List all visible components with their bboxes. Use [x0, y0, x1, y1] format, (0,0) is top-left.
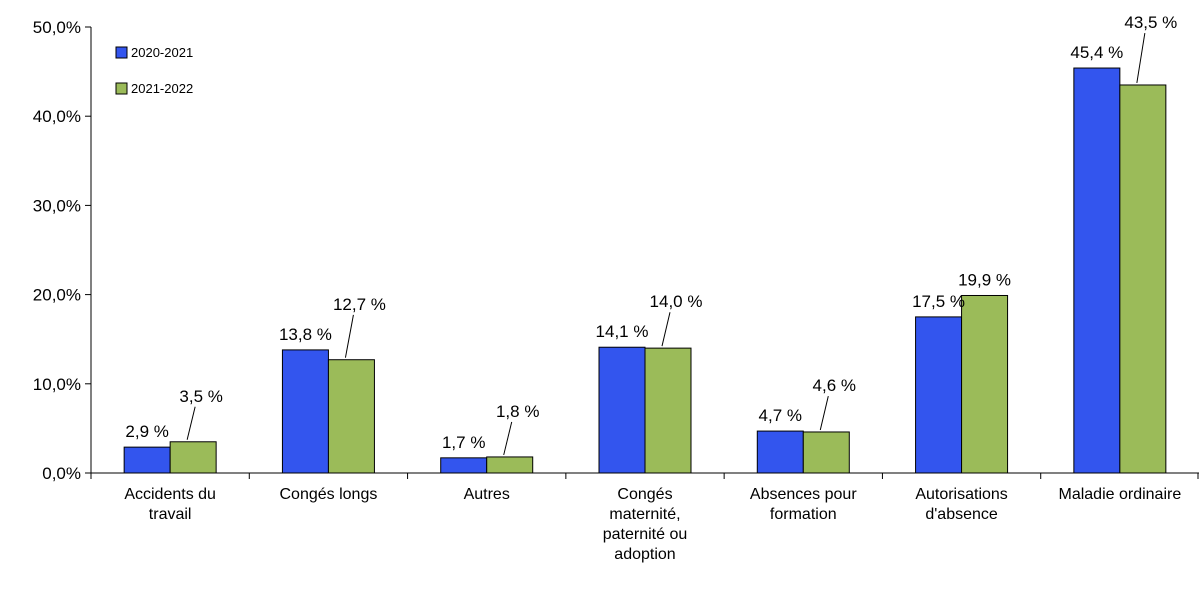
data-label-leader — [1136, 32, 1146, 84]
bar-2020-2021-6 — [1073, 67, 1121, 474]
x-category-label: Autres — [464, 486, 510, 503]
bar-2021-2022-4 — [802, 431, 850, 474]
y-tick-label: 10,0% — [33, 375, 81, 394]
data-label-leader — [819, 395, 829, 431]
legend-swatch-2020-2021 — [115, 46, 128, 59]
x-category-label: formation — [770, 506, 837, 523]
bar-2021-2022-2 — [486, 456, 534, 474]
bar-2020-2021-0 — [123, 446, 171, 474]
x-category-label: Congés — [617, 486, 672, 503]
data-label-2021-2022-1: 12,7 % — [333, 295, 386, 314]
x-category-label: Congés longs — [280, 486, 378, 503]
data-label-leader — [344, 314, 354, 358]
bar-2021-2022-5 — [961, 294, 1009, 474]
bar-2021-2022-6 — [1119, 84, 1167, 474]
x-category-label: Autorisations — [915, 486, 1008, 503]
legend-swatch-2021-2022 — [115, 82, 128, 95]
y-tick-label: 50,0% — [33, 18, 81, 37]
x-category-label: Maladie ordinaire — [1058, 486, 1181, 503]
data-label-leader — [503, 421, 513, 456]
data-label-leader — [661, 312, 671, 347]
bar-2021-2022-0 — [169, 441, 217, 474]
bars — [123, 67, 1167, 474]
bar-2021-2022-1 — [327, 359, 375, 474]
legend-label-2021-2022: 2021-2022 — [131, 81, 193, 96]
legend: 2020-2021 2021-2022 — [115, 45, 193, 96]
x-category-label: Accidents du — [124, 486, 216, 503]
x-category-label: d'absence — [925, 506, 998, 523]
data-label-2020-2021-5: 17,5 % — [912, 292, 965, 311]
data-label-2020-2021-4: 4,7 % — [759, 406, 802, 425]
data-label-2021-2022-5: 19,9 % — [958, 270, 1011, 289]
data-label-2020-2021-1: 13,8 % — [279, 325, 332, 344]
legend-label-2020-2021: 2020-2021 — [131, 45, 193, 60]
y-tick-label: 20,0% — [33, 286, 81, 305]
bar-2020-2021-1 — [281, 349, 329, 474]
bar-2020-2021-2 — [440, 457, 488, 474]
bar-2020-2021-5 — [915, 316, 963, 474]
data-labels: 2,9 % 3,5 % 13,8 %12,7 % 1,7 % 1,8 % 14,1 %14… — [125, 13, 1177, 456]
data-label-2020-2021-2: 1,7 % — [442, 433, 485, 452]
x-category-label: Absences pour — [750, 486, 857, 503]
y-tick-label: 40,0% — [33, 107, 81, 126]
data-label-2020-2021-6: 45,4 % — [1070, 43, 1123, 62]
x-axis-labels: Accidents du travail Congés longs Autres Con… — [124, 486, 1181, 563]
y-tick-label: 0,0% — [42, 464, 81, 483]
data-label-2021-2022-3: 14,0 % — [650, 292, 703, 311]
bar-2020-2021-4 — [756, 430, 804, 474]
y-tick-label: 30,0% — [33, 196, 81, 215]
bar-2021-2022-3 — [644, 347, 692, 474]
bar-2020-2021-3 — [598, 346, 646, 474]
data-label-2021-2022-6: 43,5 % — [1124, 13, 1177, 32]
data-label-2020-2021-3: 14,1 % — [596, 322, 649, 341]
data-label-2021-2022-0: 3,5 % — [179, 387, 222, 406]
x-category-label: adoption — [614, 546, 675, 563]
data-label-2020-2021-0: 2,9 % — [125, 422, 168, 441]
x-category-label: travail — [149, 506, 192, 523]
x-category-label: maternité, — [609, 506, 680, 523]
data-label-leader — [186, 406, 196, 440]
x-category-label: paternité ou — [603, 526, 688, 543]
data-label-2021-2022-2: 1,8 % — [496, 402, 539, 421]
data-label-2021-2022-4: 4,6 % — [813, 376, 856, 395]
